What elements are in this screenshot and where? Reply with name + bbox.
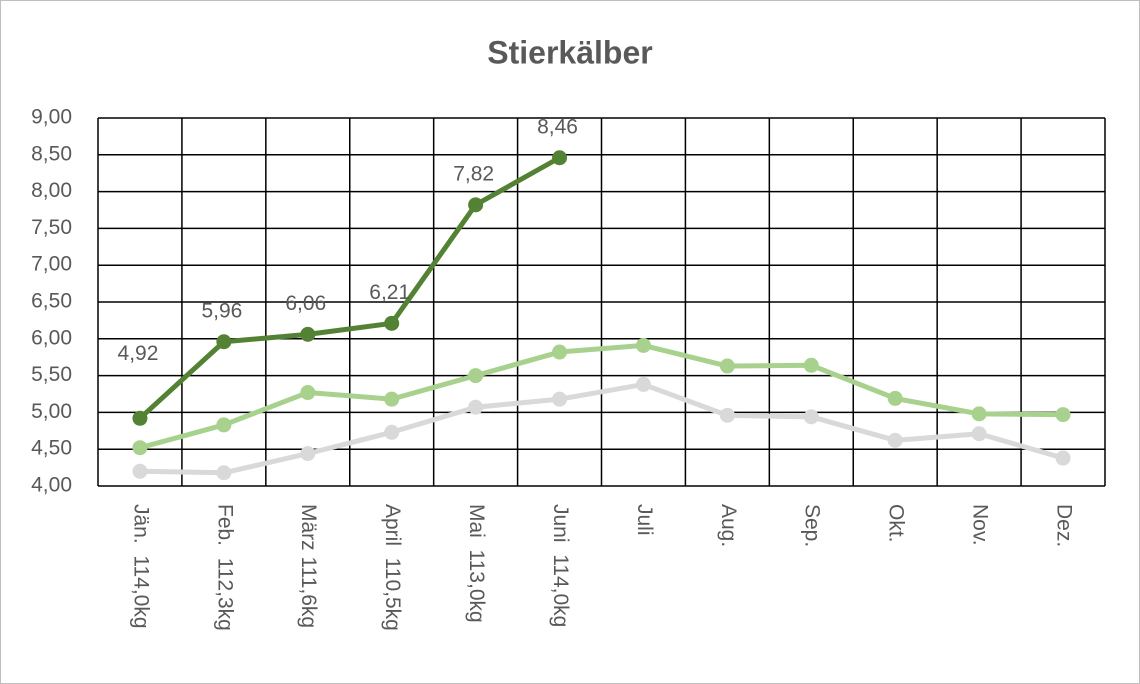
x-tick-label: Juni 114,0kg — [549, 504, 572, 627]
x-tick-label: März 111,6kg — [297, 504, 320, 628]
data-point — [300, 326, 316, 342]
y-tick-label: 8,00 — [31, 179, 72, 202]
x-tick-label: Mai 113,0kg — [465, 504, 488, 623]
y-tick-label: 6,00 — [31, 326, 72, 349]
data-point — [300, 385, 316, 401]
x-tick-label: Okt. — [885, 504, 908, 543]
data-point — [132, 440, 148, 456]
data-point — [971, 406, 987, 422]
data-point — [1055, 450, 1071, 466]
data-label: 4,92 — [118, 342, 159, 365]
x-tick-label: Juli — [633, 504, 656, 536]
x-tick-label: Sep. — [801, 504, 824, 547]
series-line — [139, 342, 1064, 451]
data-point — [468, 399, 484, 415]
data-label: 8,46 — [537, 115, 578, 138]
series-line — [138, 155, 561, 421]
x-tick-label: Dez. — [1052, 504, 1075, 547]
x-tick-label: April 110,5kg — [381, 504, 404, 631]
y-tick-label: 5,00 — [31, 400, 72, 423]
x-tick-label: Aug. — [717, 504, 740, 547]
y-tick-label: 4,50 — [31, 437, 72, 460]
y-tick-label: 7,00 — [31, 253, 72, 276]
data-label: 7,82 — [453, 162, 494, 185]
x-tick-label: Jän. 114,0kg — [129, 504, 152, 629]
y-tick-label: 9,00 — [31, 106, 72, 129]
data-point — [552, 150, 568, 166]
data-point — [971, 426, 987, 442]
data-point — [384, 391, 400, 407]
data-point — [300, 446, 316, 462]
data-point — [803, 357, 819, 373]
data-label: 5,96 — [201, 299, 242, 322]
series-line — [139, 381, 1064, 476]
data-point — [719, 407, 735, 423]
data-point — [635, 337, 651, 353]
data-point — [384, 424, 400, 440]
y-tick-label: 4,00 — [31, 474, 72, 497]
data-point — [552, 344, 568, 360]
x-tick-label: Feb. 112,3kg — [213, 504, 236, 631]
data-point — [887, 432, 903, 448]
data-point — [216, 334, 232, 350]
data-point — [468, 368, 484, 384]
data-point — [132, 410, 148, 426]
y-tick-label: 7,50 — [31, 216, 72, 239]
y-tick-label: 6,50 — [31, 290, 72, 313]
data-point — [887, 390, 903, 406]
chart-title: Stierkälber — [487, 34, 652, 70]
data-point — [719, 358, 735, 374]
data-point — [216, 465, 232, 481]
data-point — [552, 391, 568, 407]
data-point — [803, 409, 819, 425]
data-point — [635, 376, 651, 392]
y-tick-label: 5,50 — [31, 363, 72, 386]
data-point — [1055, 407, 1071, 423]
x-tick-label: Nov. — [969, 504, 992, 546]
data-label: 6,06 — [285, 292, 326, 315]
data-point — [132, 463, 148, 479]
y-tick-label: 8,50 — [31, 142, 72, 165]
data-label: 6,21 — [369, 281, 410, 304]
data-point — [384, 315, 400, 331]
data-point — [468, 197, 484, 213]
data-point — [216, 417, 232, 433]
